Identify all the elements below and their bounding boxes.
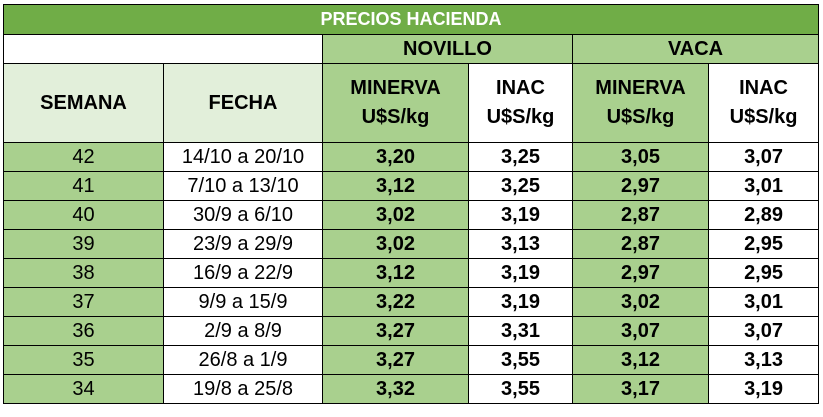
cell-novillo-minerva: 3,12	[322, 258, 469, 288]
table-row: 35 26/8 a 1/9 3,27 3,55 3,12 3,13	[3, 345, 820, 375]
cell-vaca-minerva: 3,05	[572, 142, 709, 172]
cell-novillo-inac: 3,19	[468, 287, 573, 317]
cell-semana: 40	[3, 200, 164, 230]
table-row: 39 23/9 a 29/9 3,02 3,13 2,87 2,95	[3, 229, 820, 259]
cell-vaca-minerva: 2,97	[572, 171, 709, 201]
cell-vaca-inac: 3,01	[707, 171, 820, 201]
column-header-row: SEMANA FECHA MINERVA U$S/kg INAC U$S/kg MI…	[3, 63, 820, 143]
cell-novillo-minerva: 3,02	[322, 229, 469, 259]
cell-vaca-inac: 3,07	[707, 316, 820, 346]
cell-fecha: 16/9 a 22/9	[163, 258, 323, 288]
column-header-novillo-minerva: MINERVA U$S/kg	[322, 63, 469, 143]
cell-novillo-minerva: 3,20	[322, 142, 469, 172]
cell-vaca-minerva: 2,87	[572, 200, 709, 230]
cell-vaca-minerva: 2,87	[572, 229, 709, 259]
cell-novillo-minerva: 3,32	[322, 374, 469, 404]
cell-semana: 39	[3, 229, 164, 259]
table-row: 37 9/9 a 15/9 3,22 3,19 3,02 3,01	[3, 287, 820, 317]
group-header-vaca: VACA	[571, 34, 820, 64]
cell-vaca-inac: 2,95	[707, 258, 820, 288]
cell-vaca-inac: 2,95	[707, 229, 820, 259]
cell-vaca-minerva: 3,17	[572, 374, 709, 404]
cell-semana: 34	[3, 374, 164, 404]
cell-semana: 38	[3, 258, 164, 288]
cell-vaca-minerva: 3,07	[572, 316, 709, 346]
group-header-row: NOVILLO VACA	[3, 34, 820, 64]
column-header-semana: SEMANA	[3, 63, 164, 143]
cell-semana: 42	[3, 142, 164, 172]
prices-table: PRECIOS HACIENDA NOVILLO VACA SEMANA FEC…	[2, 4, 820, 404]
cell-novillo-inac: 3,19	[468, 258, 573, 288]
column-header-vaca-minerva: MINERVA U$S/kg	[572, 63, 709, 143]
table-row: 41 7/10 a 13/10 3,12 3,25 2,97 3,01	[3, 171, 820, 201]
cell-vaca-inac: 3,07	[707, 142, 820, 172]
cell-fecha: 7/10 a 13/10	[163, 171, 323, 201]
cell-novillo-minerva: 3,12	[322, 171, 469, 201]
column-header-novillo-inac: INAC U$S/kg	[468, 63, 573, 143]
cell-semana: 36	[3, 316, 164, 346]
column-header-fecha: FECHA	[163, 63, 323, 143]
cell-semana: 35	[3, 345, 164, 375]
cell-novillo-inac: 3,31	[468, 316, 573, 346]
cell-fecha: 30/9 a 6/10	[163, 200, 323, 230]
blank-header-cell	[3, 34, 323, 64]
cell-novillo-inac: 3,55	[468, 374, 573, 404]
cell-vaca-minerva: 3,02	[572, 287, 709, 317]
cell-vaca-inac: 2,89	[707, 200, 820, 230]
cell-novillo-inac: 3,13	[468, 229, 573, 259]
table-row: 34 19/8 a 25/8 3,32 3,55 3,17 3,19	[3, 374, 820, 404]
cell-novillo-inac: 3,55	[468, 345, 573, 375]
cell-semana: 41	[3, 171, 164, 201]
cell-fecha: 23/9 a 29/9	[163, 229, 323, 259]
cell-novillo-minerva: 3,02	[322, 200, 469, 230]
table-row: 38 16/9 a 22/9 3,12 3,19 2,97 2,95	[3, 258, 820, 288]
cell-vaca-minerva: 3,12	[572, 345, 709, 375]
cell-vaca-inac: 3,13	[707, 345, 820, 375]
cell-novillo-minerva: 3,27	[322, 345, 469, 375]
cell-vaca-inac: 3,19	[707, 374, 820, 404]
cell-novillo-inac: 3,25	[468, 142, 573, 172]
cell-fecha: 2/9 a 8/9	[163, 316, 323, 346]
cell-fecha: 9/9 a 15/9	[163, 287, 323, 317]
cell-novillo-inac: 3,25	[468, 171, 573, 201]
cell-vaca-inac: 3,01	[707, 287, 820, 317]
table-row: 36 2/9 a 8/9 3,27 3,31 3,07 3,07	[3, 316, 820, 346]
title-row: PRECIOS HACIENDA	[2, 4, 820, 35]
column-header-vaca-inac: INAC U$S/kg	[707, 63, 820, 143]
table-row: 40 30/9 a 6/10 3,02 3,19 2,87 2,89	[3, 200, 820, 230]
cell-fecha: 19/8 a 25/8	[163, 374, 323, 404]
cell-semana: 37	[3, 287, 164, 317]
group-header-novillo: NOVILLO	[322, 34, 573, 64]
cell-novillo-minerva: 3,22	[322, 287, 469, 317]
table-title: PRECIOS HACIENDA	[2, 4, 820, 35]
cell-novillo-inac: 3,19	[468, 200, 573, 230]
table-row: 42 14/10 a 20/10 3,20 3,25 3,05 3,07	[3, 142, 820, 172]
cell-vaca-minerva: 2,97	[572, 258, 709, 288]
cell-fecha: 14/10 a 20/10	[163, 142, 323, 172]
cell-novillo-minerva: 3,27	[322, 316, 469, 346]
cell-fecha: 26/8 a 1/9	[163, 345, 323, 375]
